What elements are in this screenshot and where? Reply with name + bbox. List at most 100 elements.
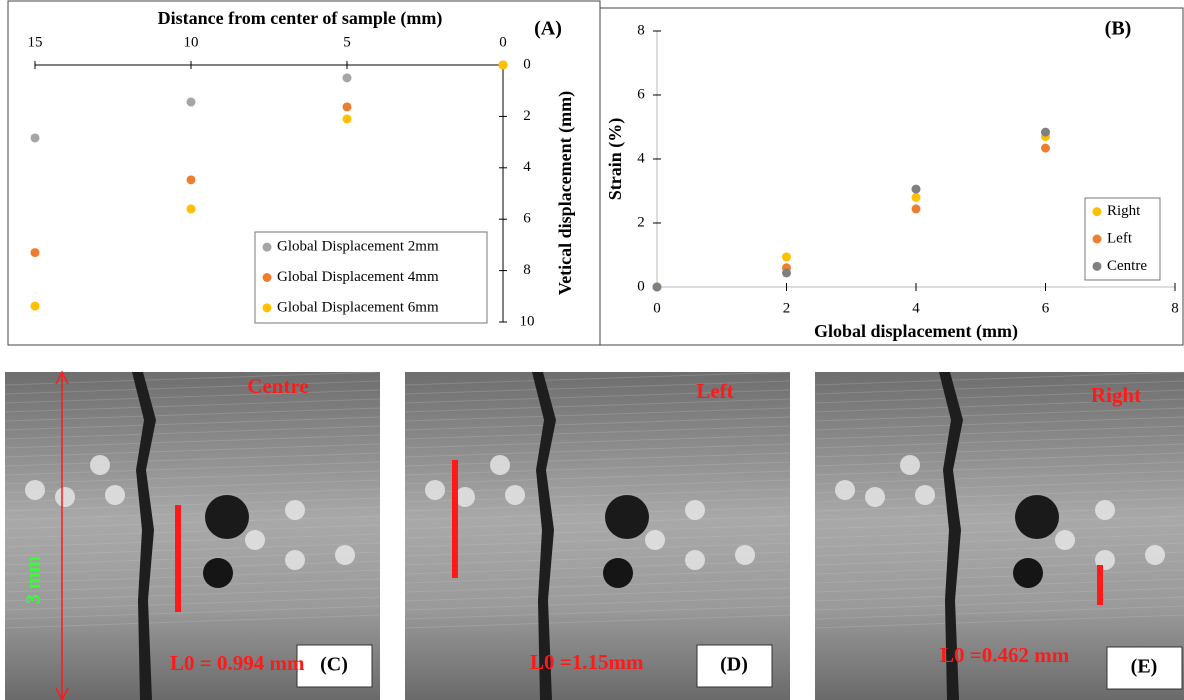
speck bbox=[915, 485, 935, 505]
speck bbox=[245, 530, 265, 550]
arrow-head bbox=[55, 370, 69, 385]
legend-swatch bbox=[1092, 207, 1102, 217]
speck bbox=[490, 455, 510, 475]
panel-label: (E) bbox=[1131, 656, 1158, 678]
speck bbox=[55, 487, 75, 507]
texture bbox=[4, 578, 381, 593]
legend-swatch bbox=[1092, 234, 1102, 244]
texture bbox=[404, 533, 791, 548]
x-tick-label: 4 bbox=[912, 300, 920, 316]
x-axis-title: Global displacement (mm) bbox=[814, 321, 1018, 342]
panel-box bbox=[296, 644, 373, 688]
texture bbox=[404, 452, 791, 467]
photo-title: Left bbox=[696, 379, 733, 403]
legend-label: Global Displacement 4mm bbox=[277, 269, 439, 285]
texture bbox=[404, 578, 791, 593]
speck bbox=[865, 487, 885, 507]
texture bbox=[4, 551, 381, 566]
point bbox=[30, 301, 40, 311]
y-tick-label: 8 bbox=[523, 262, 531, 278]
texture bbox=[4, 524, 381, 539]
legend bbox=[254, 231, 488, 324]
speck bbox=[285, 550, 305, 570]
hole bbox=[203, 558, 233, 588]
texture bbox=[404, 614, 791, 629]
panel-label: (A) bbox=[534, 18, 562, 40]
x-tick-label: 0 bbox=[499, 34, 507, 50]
texture bbox=[4, 515, 381, 530]
speck bbox=[645, 530, 665, 550]
texture bbox=[4, 470, 381, 485]
hole bbox=[603, 558, 633, 588]
legend-label: Right bbox=[1107, 203, 1141, 219]
texture bbox=[4, 614, 381, 629]
y-axis-title: Vetical displacement (mm) bbox=[555, 91, 576, 295]
x-tick-label: 6 bbox=[1042, 300, 1050, 316]
texture bbox=[814, 461, 1184, 476]
x-axis-title: Distance from center of sample (mm) bbox=[158, 8, 443, 29]
y-axis-title: Strain (%) bbox=[605, 118, 626, 201]
texture bbox=[404, 596, 791, 611]
legend-label: Global Displacement 2mm bbox=[277, 239, 439, 255]
length-bar bbox=[175, 505, 181, 612]
crack bbox=[939, 372, 963, 700]
texture bbox=[814, 407, 1184, 422]
y-tick-label: 2 bbox=[523, 108, 531, 124]
scale-label: 3 mm bbox=[23, 556, 45, 605]
texture bbox=[404, 425, 791, 440]
texture bbox=[404, 470, 791, 485]
point bbox=[498, 60, 508, 70]
point bbox=[911, 204, 921, 214]
texture bbox=[404, 506, 791, 521]
texture bbox=[814, 515, 1184, 530]
y-tick-label: 2 bbox=[637, 214, 645, 230]
texture bbox=[814, 551, 1184, 566]
panel-frame bbox=[599, 7, 1184, 346]
point bbox=[186, 204, 196, 214]
texture bbox=[4, 569, 381, 584]
photo-title: Centre bbox=[247, 374, 308, 398]
legend-label: Centre bbox=[1107, 258, 1147, 274]
texture bbox=[404, 587, 791, 602]
legend-swatch bbox=[262, 273, 272, 282]
y-tick-label: 6 bbox=[523, 211, 531, 227]
texture bbox=[4, 416, 381, 431]
texture bbox=[814, 506, 1184, 521]
x-tick-label: 0 bbox=[653, 300, 661, 316]
texture bbox=[4, 596, 381, 611]
texture bbox=[404, 560, 791, 575]
y-tick-label: 6 bbox=[637, 86, 645, 102]
speck bbox=[1095, 500, 1115, 520]
texture bbox=[404, 569, 791, 584]
speck bbox=[425, 480, 445, 500]
texture bbox=[404, 371, 791, 386]
speck bbox=[835, 480, 855, 500]
point bbox=[782, 268, 791, 278]
point bbox=[1041, 127, 1050, 137]
texture bbox=[404, 515, 791, 530]
texture bbox=[814, 605, 1184, 620]
texture bbox=[4, 533, 381, 548]
texture bbox=[814, 398, 1184, 413]
point bbox=[911, 192, 921, 202]
speck bbox=[1145, 545, 1165, 565]
texture bbox=[404, 605, 791, 620]
texture bbox=[814, 569, 1184, 584]
texture bbox=[404, 551, 791, 566]
y-tick-label: 4 bbox=[523, 159, 531, 175]
photo-bg bbox=[815, 372, 1184, 700]
point bbox=[342, 102, 352, 112]
legend-swatch bbox=[262, 242, 272, 252]
speck bbox=[900, 455, 920, 475]
speck bbox=[285, 500, 305, 520]
hole bbox=[1013, 558, 1043, 588]
texture bbox=[814, 434, 1184, 449]
panel-label: (C) bbox=[320, 654, 348, 676]
texture bbox=[4, 398, 381, 413]
x-tick-label: 15 bbox=[28, 34, 43, 50]
y-tick-label: 0 bbox=[637, 278, 645, 294]
point bbox=[30, 133, 40, 143]
speck bbox=[25, 480, 45, 500]
texture bbox=[4, 605, 381, 620]
crack bbox=[132, 372, 156, 700]
